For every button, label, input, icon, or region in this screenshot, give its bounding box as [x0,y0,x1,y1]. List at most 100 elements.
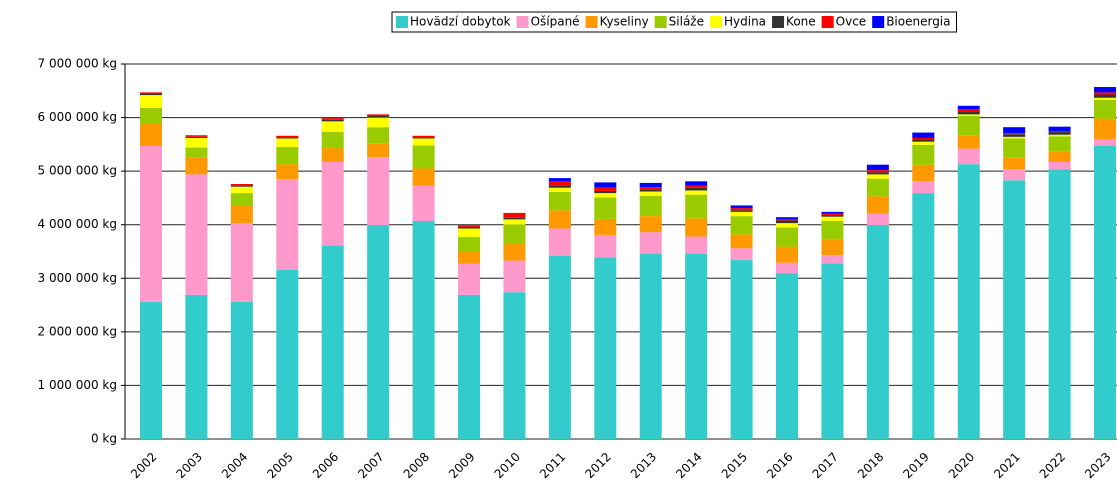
bar-segment [321,121,344,133]
bar-segment [639,182,662,188]
bar-segment [367,225,390,439]
x-tick-label: 2019 [900,450,931,481]
bar-segment [503,219,526,225]
bar-segment [594,218,617,235]
bar-segment [957,115,980,136]
bar-segment [185,137,208,148]
bar-segment [776,273,799,439]
bar-segment [276,147,299,165]
bar-segment [730,210,753,212]
bar-segment [1003,169,1026,181]
legend-label: Hovädzí dobytok [410,15,511,29]
bar-segment [776,220,799,224]
bar-segment [1094,97,1117,100]
bar-segment [866,172,889,175]
bar-segment [185,174,208,295]
x-tick-label: 2009 [446,450,477,481]
bar-segment [730,234,753,249]
bar-segment [776,262,799,274]
bar-segment [1003,134,1026,137]
bar-segment [866,213,889,226]
x-tick-label: 2023 [1082,450,1113,481]
bar-segment [503,224,526,244]
y-tick-label: 1 000 000 kg [38,378,117,392]
legend-label: Ovce [836,15,867,29]
bar-segment [321,118,344,120]
bar-segment [594,197,617,219]
bar-segment [276,137,299,139]
bar-segment [1048,169,1071,440]
bar-segment [140,145,162,302]
bar-segment [821,239,844,256]
bar-segment [548,178,571,182]
bar-segment [321,162,344,246]
bar-segment [367,115,390,118]
bar-segment [685,185,708,188]
bar-segment [276,179,299,270]
x-tick-label: 2020 [946,450,977,481]
bar-segment [685,187,708,191]
x-tick-label: 2017 [810,450,841,481]
bar-segment [594,187,617,191]
bar-segment [458,251,481,264]
bar-segment [548,210,571,229]
bar-segment [1094,99,1117,119]
bar-segment [548,181,571,186]
x-tick-label: 2002 [128,450,159,481]
bar-segment [685,190,708,195]
bar-segment [639,232,662,254]
bar-segment [230,193,253,206]
bar-segment [594,190,617,194]
bar-segment [866,196,889,214]
bar-segment [412,185,435,221]
bar-segment [957,135,980,149]
bar-segment [776,227,799,247]
bar-segment [503,217,526,220]
bar-segment [321,132,344,149]
legend-swatch [585,16,598,28]
y-tick-label: 6 000 000 kg [38,110,117,124]
bar-segment [412,168,435,186]
bar-segment [821,216,844,221]
y-tick-label: 5 000 000 kg [38,164,117,178]
bar-segment [957,105,980,109]
y-tick-label: 4 000 000 kg [38,217,117,231]
bar-segment [185,157,208,175]
bar-segment [1003,133,1026,135]
bar-segment [503,292,526,439]
bar-segment [458,294,481,439]
bar-segment [1094,94,1117,98]
bar-segment [503,260,526,293]
legend: Hovädzí dobytok Ošípané Kyseliny Siláže Hydi… [391,11,957,33]
bar-segment [367,117,390,128]
bar-segment [730,208,753,211]
bar-segment [685,236,708,254]
bar-segment [367,127,390,144]
bar-segment [412,145,435,169]
bar-segment [730,211,753,217]
bar-segment [185,135,208,137]
x-tick-label: 2014 [673,450,704,481]
y-tick-label: 0 kg [91,432,117,446]
bar-segment [821,263,844,439]
bar-segment [1094,87,1117,93]
bar-segment [639,195,662,217]
bar-segment [458,263,481,295]
bar-segment [957,164,980,439]
x-tick-label: 2011 [537,450,568,481]
bar-segment [230,184,253,186]
bar-segment [230,301,253,439]
x-tick-label: 2018 [855,450,886,481]
bar-segment [866,164,889,171]
bar-segment [548,255,571,439]
bar-segment [639,216,662,233]
bar-segment [730,248,753,261]
x-tick-label: 2004 [219,450,250,481]
bar-segment [321,119,344,122]
bar-segment [821,220,844,240]
legend-label: Siláže [669,15,704,29]
legend-swatch [396,16,408,28]
bar-segment [276,164,299,180]
bar-segment [866,170,889,173]
bar-segment [412,220,435,439]
